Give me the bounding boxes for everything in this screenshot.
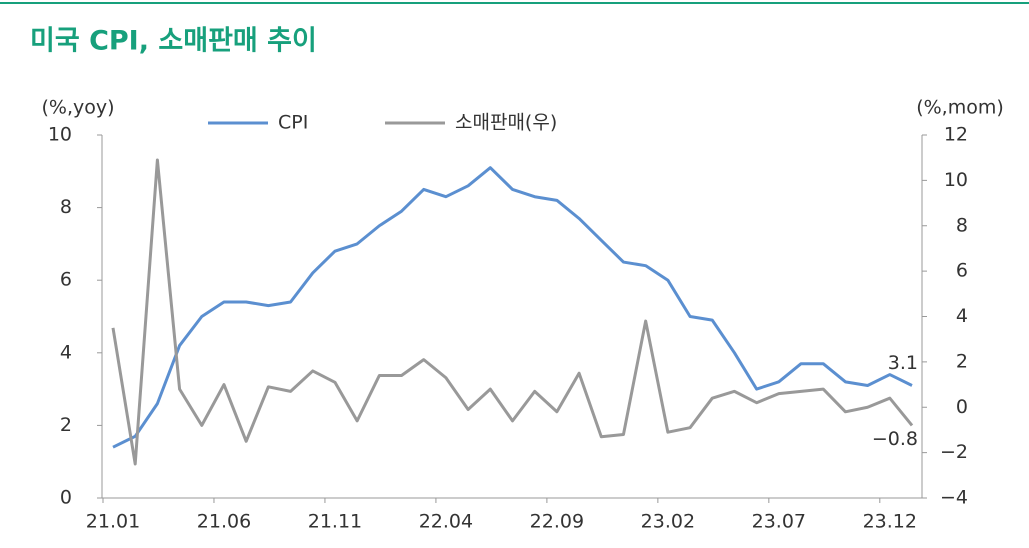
y2-tick-label: 8 xyxy=(956,214,968,236)
y-axis-label: (%,yoy) xyxy=(41,97,114,119)
y2-axis-label: (%,mom) xyxy=(916,97,1004,119)
x-tick-label: 23.02 xyxy=(641,511,695,533)
y2-tick-label: 0 xyxy=(956,396,968,418)
legend-label: 소매판매(우) xyxy=(455,112,557,134)
y-tick-label: 2 xyxy=(60,414,72,436)
y2-tick-label: −2 xyxy=(940,441,968,463)
y-tick-label: 10 xyxy=(48,124,72,146)
y2-tick-label: 10 xyxy=(944,169,968,191)
y-tick-label: 4 xyxy=(60,341,72,363)
x-tick-label: 22.09 xyxy=(530,511,584,533)
chart-title: 미국 CPI, 소매판매 추이 xyxy=(30,26,317,57)
value-label: −0.8 xyxy=(872,428,918,450)
series-line xyxy=(111,158,914,466)
y-tick-label: 0 xyxy=(60,487,72,509)
series-line xyxy=(112,166,913,449)
x-tick-label: 21.11 xyxy=(308,511,362,533)
x-tick-label: 21.01 xyxy=(86,511,140,533)
y2-tick-label: 4 xyxy=(956,305,968,327)
y2-tick-label: 2 xyxy=(956,350,968,372)
y2-tick-label: 12 xyxy=(944,124,968,146)
x-tick-label: 23.07 xyxy=(752,511,806,533)
y-tick-label: 6 xyxy=(60,269,72,291)
x-tick-label: 21.06 xyxy=(197,511,251,533)
y2-tick-label: 6 xyxy=(956,260,968,282)
y-tick-label: 8 xyxy=(60,196,72,218)
x-tick-label: 22.04 xyxy=(419,511,473,533)
y2-tick-label: −4 xyxy=(940,487,968,509)
legend-label: CPI xyxy=(278,112,308,134)
x-tick-label: 23.12 xyxy=(863,511,917,533)
value-label: 3.1 xyxy=(888,352,918,374)
